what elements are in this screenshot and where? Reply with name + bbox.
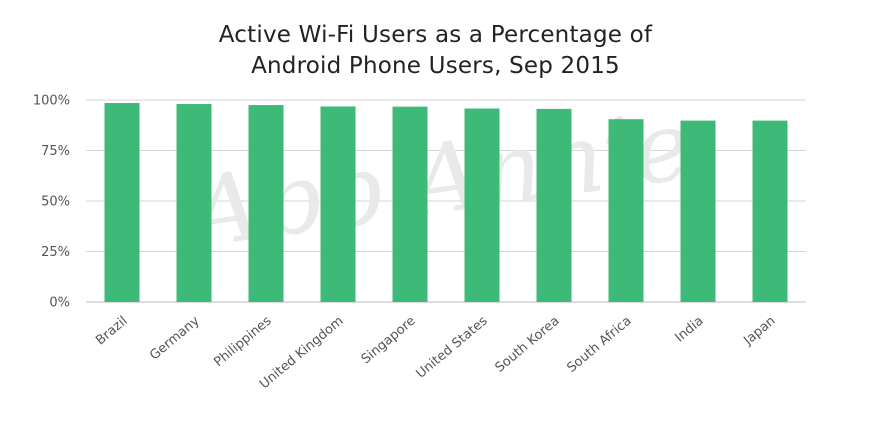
x-category-label: South Africa — [564, 314, 634, 376]
x-category-label: Germany — [147, 313, 203, 363]
bar — [752, 120, 788, 302]
chart-title: Active Wi-Fi Users as a Percentage of An… — [0, 20, 871, 82]
bar — [392, 106, 428, 302]
bar — [104, 103, 140, 302]
bar — [320, 106, 356, 303]
bar — [608, 119, 644, 302]
x-category-label: South Korea — [493, 314, 563, 376]
y-axis-tick-labels: 0% 25% 50% 75% 100% — [33, 94, 70, 311]
bar — [464, 108, 500, 302]
chart-title-line-1: Active Wi-Fi Users as a Percentage of — [218, 22, 653, 48]
x-category-label: Singapore — [359, 314, 419, 368]
x-category-label: Philippines — [211, 313, 274, 370]
bar — [536, 108, 572, 302]
x-category-label: India — [672, 314, 706, 346]
y-tick-label: 0% — [49, 296, 70, 311]
bar — [680, 120, 716, 302]
x-category-label: United States — [413, 313, 490, 381]
y-tick-label: 100% — [33, 94, 70, 109]
y-tick-label: 25% — [41, 245, 70, 260]
x-category-label: Brazil — [93, 314, 130, 349]
bar — [248, 105, 284, 302]
bars — [104, 103, 788, 303]
bar — [176, 104, 212, 302]
x-category-label: Japan — [740, 314, 778, 349]
y-tick-label: 75% — [41, 144, 70, 159]
y-tick-label: 50% — [41, 195, 70, 210]
chart-title-line-2: Android Phone Users, Sep 2015 — [251, 53, 620, 79]
